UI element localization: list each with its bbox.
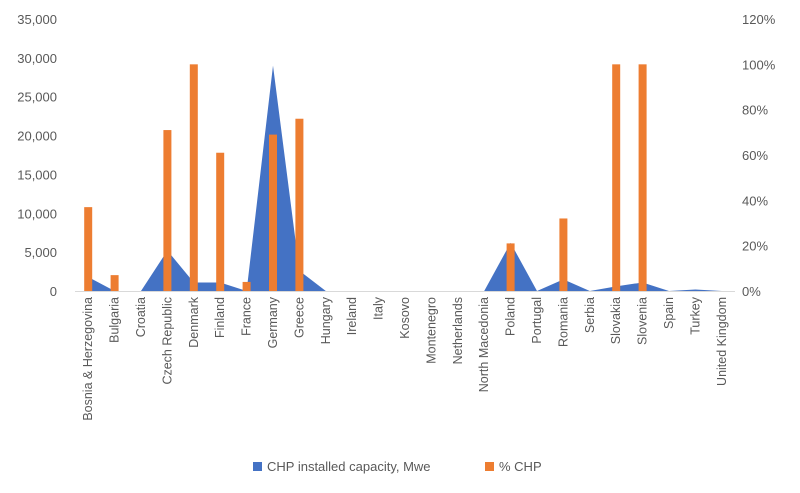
legend-swatch-chp-capacity: [253, 462, 262, 471]
x-category-label: Greece: [292, 297, 306, 338]
x-category-label: Denmark: [187, 296, 201, 347]
x-category-label: Germany: [266, 296, 280, 348]
left-y-tick-label: 35,000: [17, 12, 57, 27]
right-y-tick-label: 20%: [742, 239, 768, 254]
x-category-label: Slovenia: [636, 297, 650, 345]
bar-pct-chp: [638, 64, 647, 291]
x-category-label: Montenegro: [424, 297, 438, 364]
right-y-tick-label: 60%: [742, 148, 768, 163]
x-category-label: Kosovo: [398, 297, 412, 339]
x-category-label: Italy: [372, 296, 386, 320]
x-category-label: Ireland: [345, 297, 359, 335]
x-category-label: Croatia: [134, 297, 148, 337]
x-category-label: Serbia: [583, 297, 597, 333]
x-category-label: Hungary: [319, 296, 333, 344]
right-y-tick-label: 120%: [742, 12, 776, 27]
legend-swatch-pct-chp: [485, 462, 494, 471]
x-category-label: North Macedonia: [477, 297, 491, 392]
plot-area: [75, 64, 735, 292]
left-y-tick-label: 30,000: [17, 51, 57, 66]
right-y-tick-label: 40%: [742, 193, 768, 208]
right-y-axis: 0% 20% 40% 60% 80% 100% 120%: [742, 12, 776, 299]
x-category-label: Poland: [504, 297, 518, 336]
right-y-tick-label: 100%: [742, 57, 776, 72]
bar-pct-chp: [189, 64, 198, 291]
left-y-tick-label: 15,000: [17, 167, 57, 182]
left-y-tick-label: 0: [50, 284, 57, 299]
x-category-label: Portugal: [530, 297, 544, 344]
x-category-label: United Kingdom: [715, 297, 729, 386]
bar-pct-chp: [295, 118, 304, 291]
right-y-tick-label: 80%: [742, 103, 768, 118]
x-category-label: France: [240, 297, 254, 336]
left-y-axis: 0 5,000 10,000 15,000 20,000 25,000 30,000 35,0…: [17, 12, 57, 299]
x-category-label: Slovakia: [609, 297, 623, 344]
x-category-label: Bosnia & Herzegovina: [81, 297, 95, 421]
legend: CHP installed capacity, Mwe % CHP: [253, 459, 542, 474]
x-category-label: Bulgaria: [108, 297, 122, 343]
left-y-tick-label: 25,000: [17, 90, 57, 105]
x-category-label: Turkey: [688, 296, 702, 334]
bar-pct-chp: [559, 218, 568, 291]
bar-pct-chp: [216, 152, 225, 291]
x-axis: Bosnia & Herzegovina Bulgaria Croatia Czech…: [81, 296, 729, 420]
x-category-label: Spain: [662, 297, 676, 329]
bar-pct-chp: [506, 243, 515, 291]
x-category-label: Czech Republic: [160, 297, 174, 385]
bar-pct-chp: [84, 207, 93, 291]
bar-pct-chp: [269, 134, 277, 291]
bar-pct-chp: [163, 130, 172, 291]
left-y-tick-label: 20,000: [17, 129, 57, 144]
bar-pct-chp: [110, 275, 119, 291]
right-y-tick-label: 0%: [742, 284, 761, 299]
bar-pct-chp: [242, 281, 251, 291]
legend-label-pct-chp: % CHP: [499, 459, 542, 474]
left-y-tick-label: 10,000: [17, 206, 57, 221]
left-y-tick-label: 5,000: [24, 245, 57, 260]
bar-pct-chp: [612, 64, 621, 291]
x-category-label: Netherlands: [451, 297, 465, 364]
legend-label-chp-capacity: CHP installed capacity, Mwe: [267, 459, 431, 474]
x-category-label: Finland: [213, 297, 227, 338]
x-category-label: Romania: [556, 297, 570, 347]
area-series-chp-capacity: [88, 65, 722, 291]
